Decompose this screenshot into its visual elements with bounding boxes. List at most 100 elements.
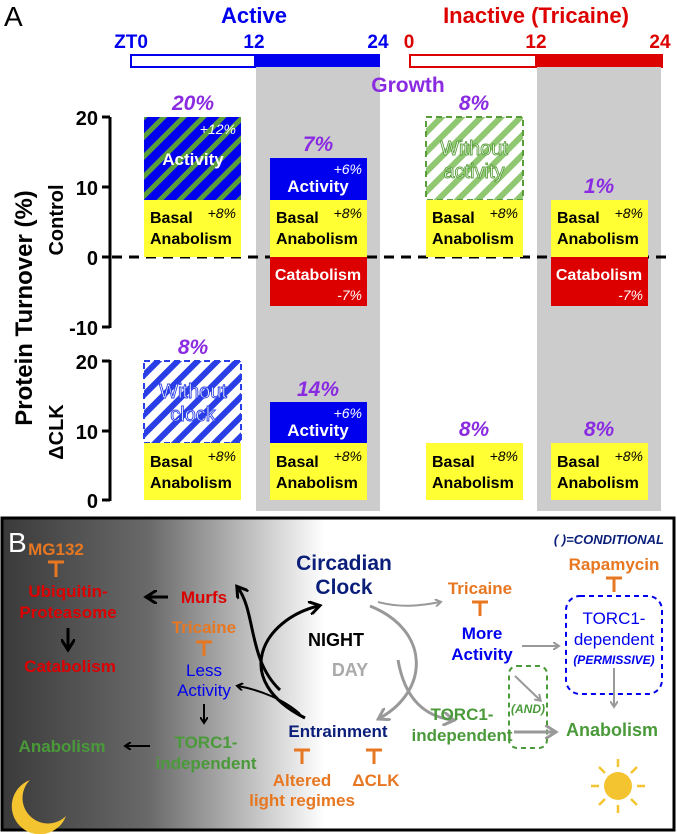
control-ticklabel-m10: -10 <box>69 318 98 340</box>
dclk-day-active-without-2: clock <box>170 404 217 426</box>
ubiquitin-label-2: Proteasome <box>19 603 116 622</box>
control-day-inactive-without-1: Without <box>440 138 508 160</box>
dclk-day-inactive-basal-2: Anabolism <box>432 475 514 492</box>
dclk-ticklabel-20: 20 <box>76 352 98 374</box>
torc1-dependent-box <box>565 595 663 695</box>
torc1-independent-right-2: independent <box>411 726 512 745</box>
dclk-day-active-without-1: Without <box>159 381 227 403</box>
anabolism-right-label: Anabolism <box>566 720 658 740</box>
dclk-ticklabel-10: 10 <box>76 422 98 444</box>
rapamycin-label: Rapamycin <box>569 555 660 574</box>
control-day-active-basal-2: Anabolism <box>150 231 232 248</box>
circadian-label-2: Clock <box>315 576 373 599</box>
control-day-active-activity-box <box>144 117 241 200</box>
dclk-night-inactive-pct: 8% <box>584 418 615 441</box>
mg132-label: MG132 <box>28 540 84 559</box>
control-night-inactive-basal-1: Basal <box>557 210 600 227</box>
inactive-timeline-night <box>535 54 663 68</box>
torc1-dependent-2: dependent <box>574 630 655 649</box>
control-night-inactive-pct: 1% <box>584 175 615 198</box>
control-day-inactive-without-2: activity <box>443 161 504 183</box>
dclk-night-active-activity-label: Activity <box>287 421 349 440</box>
ubiquitin-label-1: Ubiquitin- <box>28 582 107 601</box>
dclk-night-active-basal-box <box>270 443 367 500</box>
dclk-night-inactive-basal-2: Anabolism <box>557 475 639 492</box>
panel-a-letter: A <box>4 1 23 32</box>
control-day-inactive-without-activity-box <box>425 116 524 201</box>
day-cycle-arc <box>369 604 418 718</box>
dclk-label: ΔCLK <box>46 404 68 460</box>
day-label: DAY <box>332 660 368 680</box>
panel-b-letter: B <box>8 527 27 558</box>
and-diagonal-arrow <box>514 675 540 700</box>
dclk-day-active-without-clock-box <box>143 360 242 444</box>
clock-to-more-activity-arrow <box>377 602 440 606</box>
y-axis-label: Protein Turnover (%) <box>11 190 38 426</box>
altered-light-1: Altered <box>273 771 332 790</box>
control-day-active-activity-val: +12% <box>200 121 236 137</box>
dclk-day-inactive-basal-1: Basal <box>432 454 475 471</box>
mg132-inhibit-icon <box>48 560 64 577</box>
tricaine-right-inhibit-icon <box>472 600 488 616</box>
dclk-night-inactive-basal-box <box>551 443 648 500</box>
tick-12-inactive: 12 <box>525 32 546 53</box>
dclk-night-active-basal-2: Anabolism <box>276 475 358 492</box>
control-day-inactive-pct: 8% <box>459 92 490 115</box>
and-label: (AND) <box>511 702 545 716</box>
rapamycin-inhibit-icon <box>606 576 622 592</box>
catabolism-label: Catabolism <box>24 657 116 676</box>
control-night-active-basal-box <box>270 200 367 257</box>
inactive-timeline-day <box>409 54 537 68</box>
dclk-night-active-activity-box <box>270 402 367 443</box>
dclk-ticklabel-0: 0 <box>87 491 98 513</box>
dclk-night-inactive-basal-1: Basal <box>557 454 600 471</box>
control-day-inactive-basal-box <box>426 200 523 257</box>
more-activity-2: Activity <box>451 645 513 664</box>
dclk-day-active-basal-val: +8% <box>208 448 236 464</box>
control-day-inactive-basal-1: Basal <box>432 210 475 227</box>
active-timeline-night <box>254 54 380 68</box>
tick-12-active: 12 <box>243 32 264 53</box>
and-box <box>508 665 548 749</box>
torc1-dependent-1: TORC1- <box>583 609 646 628</box>
dclk-night-active-pct: 14% <box>297 378 339 401</box>
torc1-independent-right-1: TORC1- <box>431 705 494 724</box>
dclk-day-inactive-basal-val: +8% <box>490 448 518 464</box>
clock-to-torc-independent-arrow <box>396 659 452 720</box>
night-cycle-arc <box>259 606 318 720</box>
tricaine-left-label: Tricaine <box>172 618 236 637</box>
control-night-active-basal-val: +8% <box>334 205 362 221</box>
control-night-inactive-catabolism-label: Catabolism <box>556 267 642 284</box>
dclk-day-active-basal-2: Anabolism <box>150 475 232 492</box>
less-activity-2: Activity <box>177 681 231 700</box>
control-day-inactive-basal-2: Anabolism <box>432 231 514 248</box>
dclk-inhibitor-label: ΔCLK <box>352 771 400 790</box>
active-label: Active <box>221 3 287 28</box>
control-label: Control <box>46 184 68 255</box>
control-night-inactive-catabolism-box <box>551 257 648 306</box>
anabolism-left-label: Anabolism <box>19 737 106 756</box>
tick-0-inactive: 0 <box>404 32 415 53</box>
control-day-active-basal-1: Basal <box>150 210 193 227</box>
entrainment-label: Entrainment <box>288 722 388 741</box>
tricaine-right-label: Tricaine <box>448 579 512 598</box>
more-activity-1: More <box>462 624 503 643</box>
control-night-active-activity-val: +6% <box>334 161 362 177</box>
dclk-day-active-pct: 8% <box>178 336 209 359</box>
control-day-active-pct: 20% <box>171 92 214 115</box>
control-night-active-pct: 7% <box>303 133 334 156</box>
control-day-active-basal-val: +8% <box>208 205 236 221</box>
dclk-inhibit-icon <box>366 748 382 764</box>
dclk-day-active-basal-1: Basal <box>150 454 193 471</box>
dclk-night-active-activity-val: +6% <box>334 405 362 421</box>
control-night-inactive-basal-2: Anabolism <box>557 231 639 248</box>
altered-light-2: light regimes <box>249 791 355 810</box>
control-ticklabel-0: 0 <box>87 248 98 270</box>
panel-b-frame <box>0 516 676 832</box>
control-day-active-activity-label: Activity <box>162 150 224 169</box>
less-activity-1: Less <box>186 661 222 680</box>
control-night-active-activity-box <box>270 158 367 200</box>
control-ticklabel-20: 20 <box>76 108 98 130</box>
tick-24-active: 24 <box>367 32 389 53</box>
dclk-night-active-basal-1: Basal <box>276 454 319 471</box>
